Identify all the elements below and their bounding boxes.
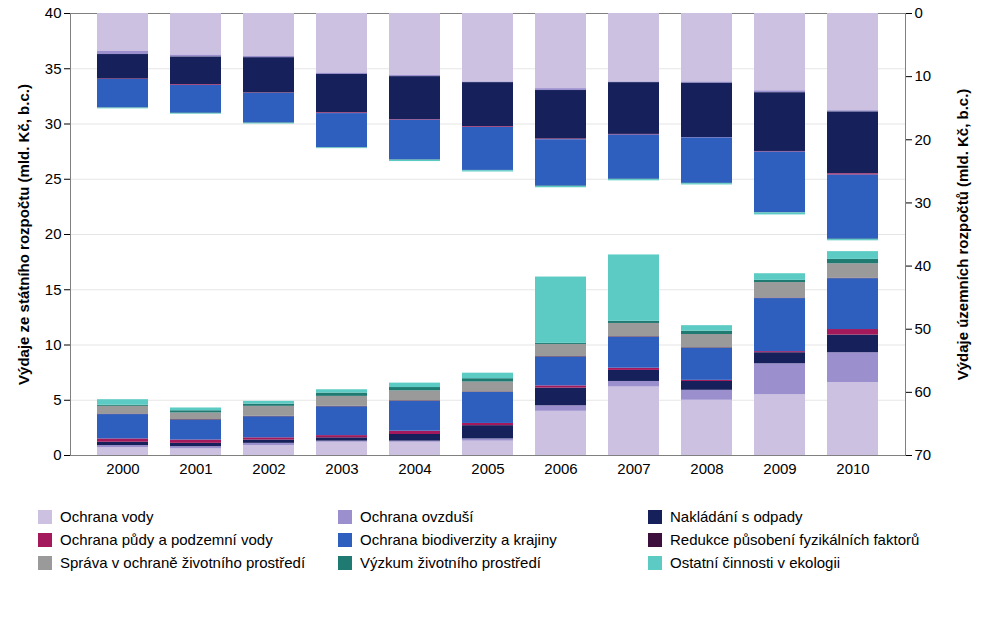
svg-text:40: 40 [915, 257, 932, 274]
svg-text:Výdaje územních rozpočtů (mld.: Výdaje územních rozpočtů (mld. Kč, b.c.) [954, 89, 971, 381]
svg-text:0: 0 [53, 446, 61, 463]
svg-text:2007: 2007 [617, 460, 650, 477]
html-text:Ochrana půdy a podzemní vody: Ochrana půdy a podzemní vody [60, 531, 273, 548]
svg-text:5: 5 [53, 391, 61, 408]
html-text:Ostatní činnosti v ekologii: Ostatní činnosti v ekologii [670, 554, 841, 571]
svg-text:2000: 2000 [106, 460, 139, 477]
svg-text:2010: 2010 [836, 460, 869, 477]
svg-text:20: 20 [915, 131, 932, 148]
svg-text:2001: 2001 [179, 460, 212, 477]
svg-text:30: 30 [915, 194, 932, 211]
svg-text:2006: 2006 [544, 460, 577, 477]
html-text:Výzkum životního prostředí: Výzkum životního prostředí [360, 554, 541, 571]
html-text:Ochrana vody: Ochrana vody [60, 508, 154, 525]
svg-text:2009: 2009 [763, 460, 796, 477]
svg-text:70: 70 [915, 446, 932, 463]
html-text:Redukce působení fyzikálních f: Redukce působení fyzikálních faktorů [670, 531, 920, 548]
svg-text:0: 0 [915, 4, 923, 21]
svg-text:20: 20 [45, 225, 62, 242]
svg-text:25: 25 [45, 170, 62, 187]
svg-text:2002: 2002 [252, 460, 285, 477]
svg-text:2004: 2004 [398, 460, 431, 477]
svg-text:35: 35 [45, 60, 62, 77]
svg-text:50: 50 [915, 320, 932, 337]
svg-text:15: 15 [45, 281, 62, 298]
html-text:Správa v ochraně životního pro: Správa v ochraně životního prostředí [60, 554, 306, 571]
svg-text:10: 10 [45, 336, 62, 353]
html-text:Ochrana biodiverzity a krajiny: Ochrana biodiverzity a krajiny [360, 531, 557, 548]
svg-text:40: 40 [45, 4, 62, 21]
svg-text:30: 30 [45, 115, 62, 132]
html-text:Ochrana ovzduší: Ochrana ovzduší [360, 508, 474, 525]
svg-text:2005: 2005 [471, 460, 504, 477]
html-text:Nakládání s odpady: Nakládání s odpady [670, 508, 803, 525]
svg-text:2008: 2008 [690, 460, 723, 477]
svg-text:2003: 2003 [325, 460, 358, 477]
svg-text:60: 60 [915, 383, 932, 400]
svg-text:Výdaje ze státního rozpočtu (m: Výdaje ze státního rozpočtu (mld. Kč, b.… [15, 84, 32, 385]
svg-text:10: 10 [915, 67, 932, 84]
